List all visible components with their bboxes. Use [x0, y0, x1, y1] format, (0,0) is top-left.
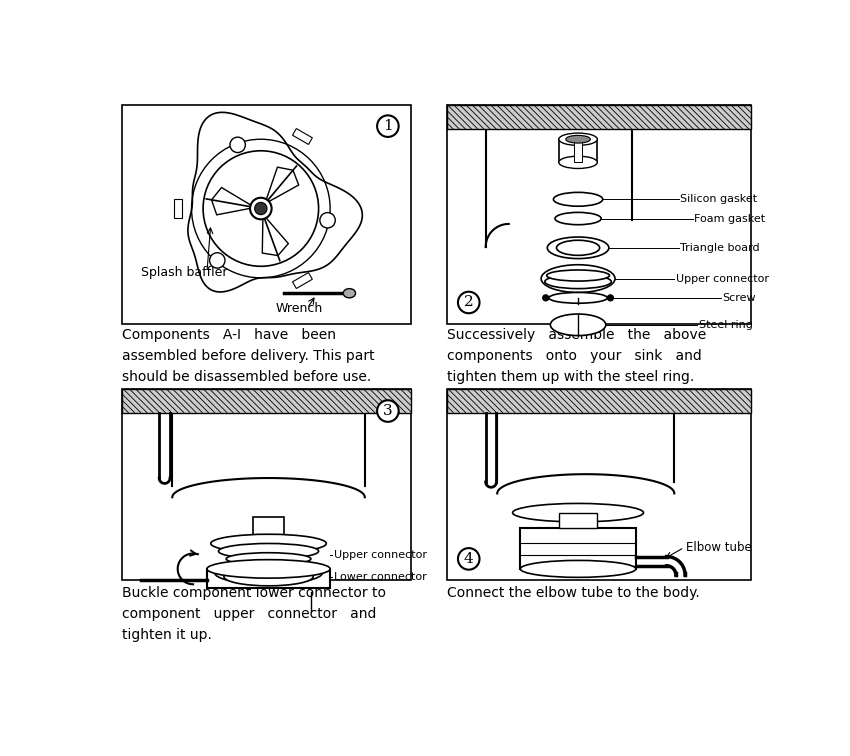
- Ellipse shape: [211, 534, 326, 553]
- Ellipse shape: [558, 156, 598, 169]
- Polygon shape: [173, 200, 182, 218]
- Ellipse shape: [513, 503, 643, 522]
- Text: 2: 2: [464, 296, 473, 309]
- Ellipse shape: [553, 192, 603, 206]
- Text: Silicon gasket: Silicon gasket: [681, 194, 757, 204]
- Text: Lower connector: Lower connector: [334, 572, 427, 581]
- Ellipse shape: [226, 553, 311, 565]
- Circle shape: [542, 295, 549, 301]
- Bar: [447, 104, 751, 324]
- Polygon shape: [292, 129, 312, 144]
- Text: Upper connector: Upper connector: [334, 550, 427, 560]
- Text: Successively   assemble   the   above
components   onto   your   sink   and
tigh: Successively assemble the above componen…: [447, 328, 706, 384]
- Ellipse shape: [555, 212, 601, 225]
- Text: Screw: Screw: [722, 293, 756, 303]
- Ellipse shape: [215, 561, 322, 584]
- Circle shape: [250, 198, 272, 219]
- Circle shape: [320, 212, 335, 228]
- Polygon shape: [265, 167, 298, 204]
- Text: Steel ring: Steel ring: [699, 320, 753, 330]
- Circle shape: [377, 116, 399, 137]
- Polygon shape: [263, 214, 288, 256]
- Circle shape: [203, 150, 319, 266]
- Polygon shape: [212, 187, 255, 215]
- Ellipse shape: [520, 560, 636, 578]
- Bar: [447, 104, 751, 129]
- Ellipse shape: [558, 133, 598, 145]
- Circle shape: [230, 137, 246, 153]
- Bar: [207, 569, 330, 588]
- Text: 1: 1: [383, 119, 393, 133]
- Text: Wrench: Wrench: [275, 302, 323, 315]
- Polygon shape: [292, 273, 312, 289]
- Bar: [520, 528, 636, 569]
- Ellipse shape: [218, 544, 319, 559]
- Text: Connect the elbow tube to the body.: Connect the elbow tube to the body.: [447, 586, 700, 600]
- Ellipse shape: [557, 240, 599, 256]
- Ellipse shape: [549, 293, 608, 303]
- Text: Components   A-I   have   been
assembled before delivery. This part
should be di: Components A-I have been assembled befor…: [122, 328, 375, 384]
- Ellipse shape: [224, 567, 313, 586]
- Ellipse shape: [541, 265, 615, 293]
- Text: Foam gasket: Foam gasket: [694, 213, 766, 224]
- Text: 4: 4: [464, 552, 473, 566]
- Circle shape: [458, 548, 479, 570]
- Bar: [558, 513, 598, 528]
- Circle shape: [608, 295, 614, 301]
- Circle shape: [255, 203, 267, 215]
- Text: Triangle board: Triangle board: [681, 243, 760, 253]
- Bar: [122, 389, 411, 581]
- Ellipse shape: [547, 237, 609, 259]
- Ellipse shape: [566, 135, 591, 143]
- Circle shape: [377, 400, 399, 422]
- Bar: [122, 389, 411, 413]
- Bar: [253, 516, 284, 536]
- Bar: [558, 139, 598, 163]
- Text: Elbow tube: Elbow tube: [686, 541, 751, 554]
- Bar: [122, 104, 411, 324]
- Ellipse shape: [547, 270, 609, 281]
- Ellipse shape: [545, 274, 611, 289]
- Circle shape: [210, 253, 225, 268]
- Ellipse shape: [550, 314, 606, 336]
- Bar: [447, 389, 751, 413]
- Ellipse shape: [343, 289, 355, 298]
- Text: Splash baffler: Splash baffler: [141, 265, 228, 278]
- Bar: [575, 139, 582, 163]
- Text: 3: 3: [383, 404, 393, 418]
- Polygon shape: [188, 113, 362, 292]
- Text: Buckle component lower connector to
component   upper   connector   and
tighten : Buckle component lower connector to comp…: [122, 586, 386, 642]
- Bar: [447, 389, 751, 581]
- Circle shape: [458, 292, 479, 313]
- Ellipse shape: [207, 559, 330, 578]
- Text: Upper connector: Upper connector: [676, 274, 769, 284]
